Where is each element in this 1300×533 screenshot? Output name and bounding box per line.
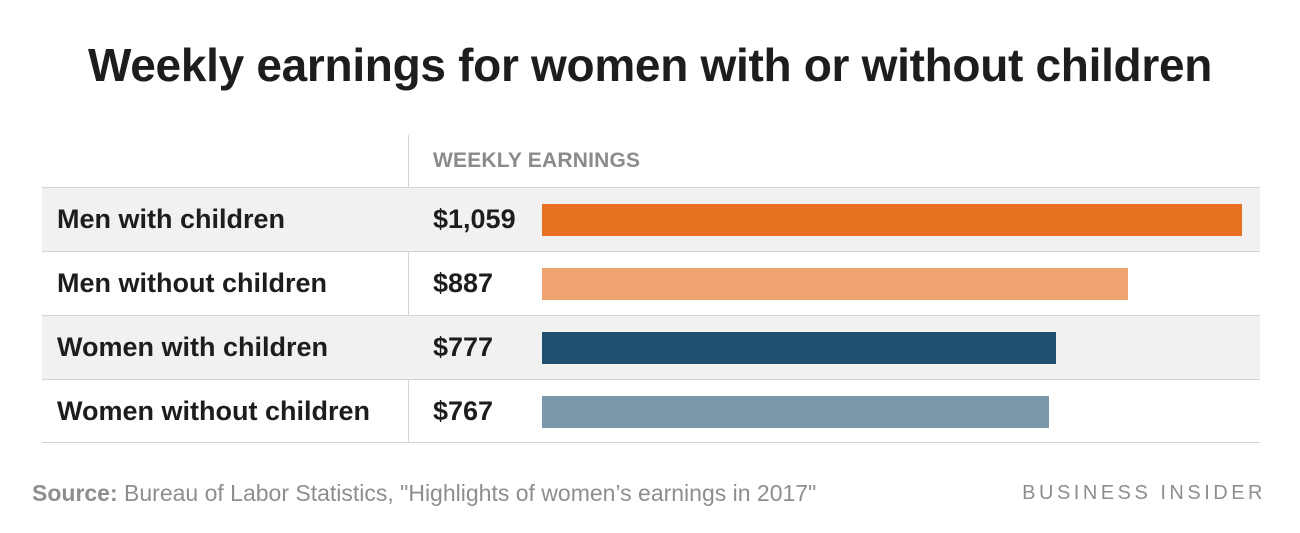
column-header: WEEKLY EARNINGS [433, 149, 641, 172]
brand-logo: BUSINESS INSIDER [1022, 482, 1266, 504]
value-label: $777 [433, 332, 494, 362]
bar [542, 332, 1056, 364]
chart-title: Weekly earnings for women with or withou… [87, 39, 1213, 91]
source-note: Source: Bureau of Labor Statistics, "Hig… [32, 480, 816, 507]
row-label: Women without children [57, 396, 370, 426]
value-label: $887 [433, 268, 494, 298]
table-row: Men without children $887 [42, 251, 1260, 315]
table-row: Women without children $767 [42, 379, 1260, 443]
table-row: Women with children $777 [42, 315, 1260, 379]
value-label: $1,059 [433, 204, 516, 234]
row-label: Men without children [57, 268, 327, 298]
row-label: Women with children [57, 332, 329, 362]
bar [542, 268, 1128, 300]
earnings-table: WEEKLY EARNINGS Men with children $1,059… [42, 135, 1260, 443]
table-bottom-border [42, 442, 1260, 443]
bar [542, 396, 1049, 428]
source-text: Bureau of Labor Statistics, "Highlights … [124, 480, 817, 506]
column-divider [408, 135, 409, 443]
source-label: Source: [32, 480, 118, 506]
table-row: Men with children $1,059 [42, 187, 1260, 251]
bar [542, 204, 1242, 236]
value-label: $767 [433, 396, 494, 426]
row-label: Men with children [57, 204, 286, 234]
